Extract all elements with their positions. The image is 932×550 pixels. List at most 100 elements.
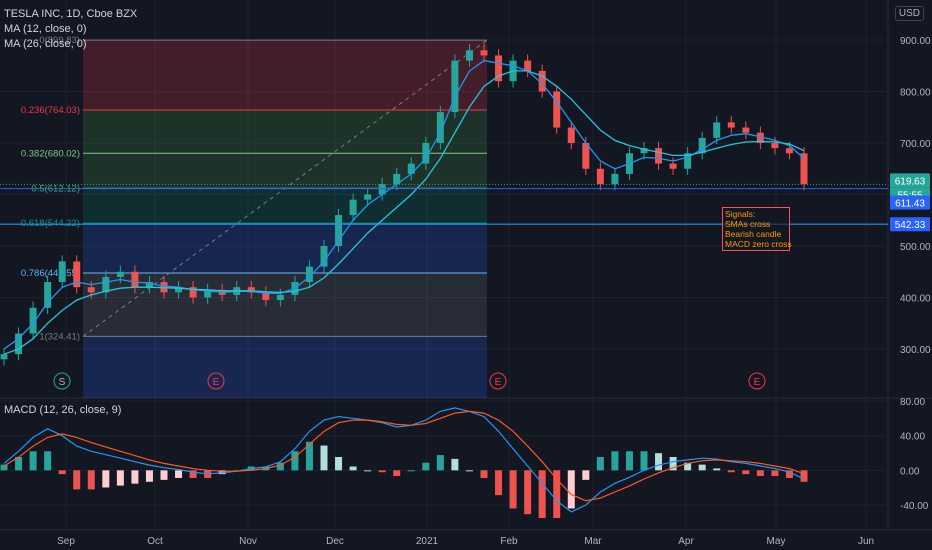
candle-body (771, 143, 779, 149)
event-marker (489, 372, 507, 390)
time-tick-label: Sep (57, 536, 75, 547)
macd-histogram-bar (698, 464, 706, 471)
macd-legend[interactable]: MACD (12, 26, close, 9) (4, 404, 122, 416)
macd-histogram-bar (800, 470, 808, 482)
candle-body (204, 289, 212, 298)
macd-histogram-bar (218, 470, 226, 475)
macd-histogram-bar (640, 451, 648, 471)
signals-annotation: Signals: SMAs cross Bearish candle MACD … (722, 207, 792, 251)
macd-histogram-bar (596, 456, 604, 471)
chart-grid (0, 0, 932, 531)
event-marker-label: S (59, 377, 66, 388)
price-tick-label: 900.00 (900, 36, 931, 47)
time-tick-label: 2021 (416, 536, 439, 547)
candle-body (538, 70, 546, 92)
macd-line (3, 407, 805, 513)
fibonacci-retracement[interactable]: 0(899.83)0.236(764.03)0.382(680.02)0.5(6… (21, 35, 488, 398)
candle-body (655, 148, 663, 164)
macd-histogram-bar (480, 470, 488, 478)
candle-body (320, 246, 328, 267)
candle-body (480, 50, 488, 56)
candle-body (276, 294, 284, 301)
macd-histogram-bar (713, 468, 721, 471)
macd-histogram-bar (785, 470, 793, 478)
candle-body (189, 287, 197, 298)
macd-histogram-bar (436, 455, 444, 471)
macd-histogram-bar (335, 456, 343, 471)
macd-histogram-bar (320, 445, 328, 471)
fib-zone (83, 40, 487, 111)
macd-histogram-bar (756, 470, 764, 477)
macd-histogram-bar (465, 470, 473, 472)
macd-histogram-bar (364, 470, 372, 472)
candle-body (0, 354, 8, 360)
macd-tick-label: 80.00 (900, 397, 925, 408)
candle-body (567, 127, 575, 143)
macd-histogram-bar (771, 470, 779, 477)
macd-histogram-bar (58, 470, 66, 475)
fib-zone (83, 223, 487, 274)
price-tick-label: 700.00 (900, 139, 931, 150)
currency-badge[interactable]: USD (894, 6, 924, 21)
price-tick-label: 800.00 (900, 88, 931, 99)
macd-tick-label: 40.00 (900, 432, 925, 443)
price-tick-label: 500.00 (900, 242, 931, 253)
ma12-legend[interactable]: MA (12, close, 0) (4, 23, 87, 35)
event-marker (207, 372, 225, 390)
fib-level-label: 0.786(447.55) (21, 268, 80, 279)
signal-item: Bearish candle (725, 229, 782, 239)
candle-body (582, 143, 590, 169)
fib-level-label: 0.236(764.03) (21, 105, 80, 116)
fib-level-label: 0.382(680.02) (21, 148, 80, 159)
fib-zone (83, 153, 487, 189)
candle-body (684, 153, 692, 169)
macd-histogram-bar (422, 462, 430, 471)
candle-body (524, 60, 532, 71)
candle-body (131, 271, 139, 288)
time-tick-label: Nov (239, 536, 257, 547)
macd-histogram-bar (116, 470, 124, 486)
macd-histogram-bar (567, 470, 575, 509)
moving-average-lines (3, 59, 805, 355)
macd-histogram-bar (349, 466, 357, 471)
candle-body (58, 261, 66, 283)
event-marker-label: E (213, 377, 220, 388)
candle-body (422, 143, 430, 164)
time-tick-label: May (767, 536, 786, 547)
macd-histogram-bar (305, 441, 313, 471)
level-label-611-bg (890, 195, 930, 210)
candle-body (349, 199, 357, 216)
time-tick-label: Jun (858, 536, 874, 547)
macd-histogram-bar (145, 470, 153, 482)
signal-line (3, 410, 805, 502)
macd-histogram-bar (102, 470, 110, 488)
time-tick-label: Dec (326, 536, 344, 547)
ma12-line (3, 59, 805, 350)
ma26-legend[interactable]: MA (26, close, 0) (4, 38, 87, 50)
candle-body (756, 132, 764, 143)
candle-body (87, 287, 95, 293)
candle-body (407, 163, 415, 174)
candle-body (800, 153, 808, 185)
time-tick-label: Feb (500, 536, 518, 547)
candle-body (785, 148, 793, 154)
candle-body (451, 60, 459, 113)
macd-histogram-bar (451, 458, 459, 471)
candle-body (378, 184, 386, 195)
fib-level-label: 1(324.41) (39, 331, 80, 342)
macd-histogram-bar (378, 470, 386, 473)
candle-body (669, 163, 677, 169)
macd-histogram-bar (553, 470, 561, 518)
macd-histogram-bar (29, 451, 37, 471)
candle-body (102, 276, 110, 293)
candle-body (145, 282, 153, 288)
event-marker-label: E (754, 377, 761, 388)
macd-histogram-bar (131, 470, 139, 484)
event-marker-label: E (495, 377, 502, 388)
candle-body (727, 122, 735, 128)
macd-histogram-bar (582, 470, 590, 480)
symbol-legend[interactable]: TESLA INC, 1D, Cboe BZX (4, 8, 138, 20)
fib-level-label: 0(899.83) (39, 35, 80, 46)
